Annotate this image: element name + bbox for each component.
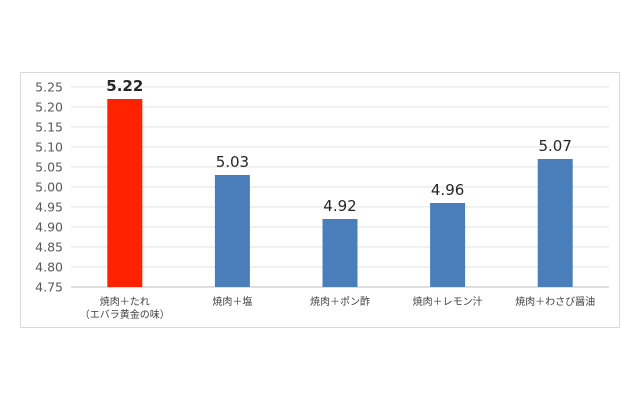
y-tick-label: 4.85 [35, 240, 63, 255]
y-axis-tick-labels: 4.75 4.80 4.85 4.90 4.95 5.00 5.05 5.10 5.15 5.20… [35, 80, 63, 295]
x-category-label: 焼肉＋レモン汁 [413, 295, 483, 308]
y-tick-label: 5.10 [35, 140, 63, 155]
bar [430, 203, 466, 287]
x-category-label: 焼肉＋ポン酢 [310, 295, 370, 308]
y-tick-label: 4.75 [35, 280, 63, 295]
data-label: 4.92 [323, 197, 356, 215]
data-label: 4.96 [431, 181, 464, 199]
x-category-label: 焼肉＋塩 [212, 295, 252, 308]
x-axis-category-labels: 焼肉＋たれ（エバラ黄金の味） 焼肉＋塩 焼肉＋ポン酢 焼肉＋レモン汁 焼肉＋わさび醤油 [80, 295, 595, 321]
data-labels: 5.22 5.03 4.92 4.96 5.07 [106, 77, 572, 215]
y-tick-label: 5.20 [35, 100, 63, 115]
bar [107, 99, 143, 287]
y-tick-label: 5.25 [35, 80, 63, 95]
chart-frame: 4.75 4.80 4.85 4.90 4.95 5.00 5.05 5.10 5.15 5.20… [20, 72, 620, 328]
data-label: 5.03 [216, 153, 249, 171]
y-tick-label: 5.00 [35, 180, 63, 195]
y-tick-label: 4.80 [35, 260, 63, 275]
y-tick-label: 4.90 [35, 220, 63, 235]
bar [537, 159, 573, 287]
bar-chart: 4.75 4.80 4.85 4.90 4.95 5.00 5.05 5.10 5.15 5.20… [35, 77, 609, 321]
gridlines [71, 86, 609, 288]
y-tick-label: 5.05 [35, 160, 63, 175]
data-label: 5.22 [106, 77, 143, 95]
bar [214, 175, 250, 287]
y-tick-label: 5.15 [35, 120, 63, 135]
bar [322, 219, 358, 287]
data-label: 5.07 [538, 137, 571, 155]
bars [107, 99, 573, 287]
y-tick-label: 4.95 [35, 200, 63, 215]
x-category-label: 焼肉＋たれ [100, 295, 150, 308]
x-category-label: （エバラ黄金の味） [80, 308, 170, 321]
x-category-label: 焼肉＋わさび醤油 [515, 295, 595, 308]
